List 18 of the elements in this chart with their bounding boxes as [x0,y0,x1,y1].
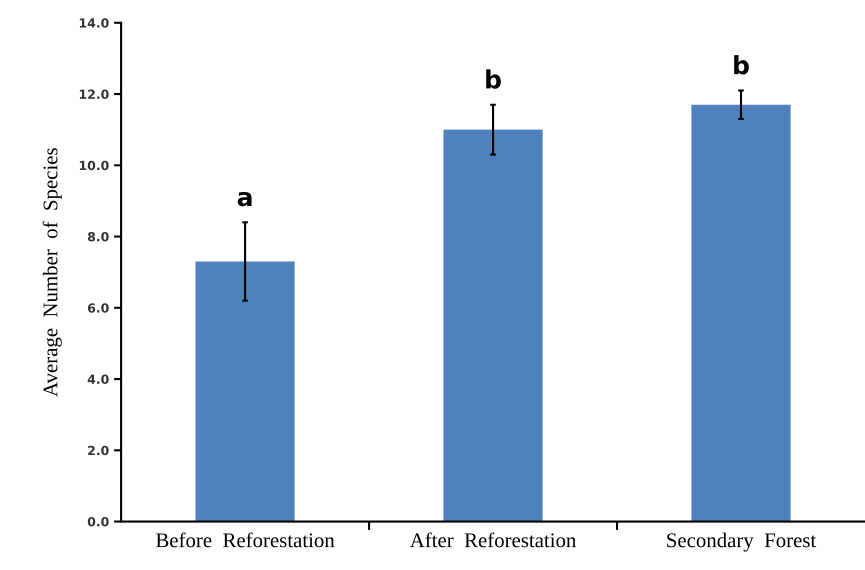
bar [443,130,543,522]
annotation: a [238,192,252,206]
x-tick-label: After Reforestation [410,532,576,548]
y-axis-title: Average Number of Species [42,148,62,397]
bar [691,104,791,522]
y-tick-label: 2.0 [88,446,109,456]
x-tick-label: Secondary Forest [667,532,816,552]
y-tick-label: 14.0 [80,18,109,28]
y-tick-label: 12.0 [80,90,109,99]
y-tick-label: 6.0 [88,303,109,313]
y-tick-label: 8.0 [88,232,109,242]
annotation: b [486,69,501,89]
bar [195,261,295,522]
annotation: b [734,55,749,75]
y-tick-label: 10.0 [80,160,109,170]
y-tick-label: 0.0 [88,517,109,526]
y-tick-label: 4.0 [88,374,109,384]
x-tick-label: Before Reforestation [156,532,334,548]
